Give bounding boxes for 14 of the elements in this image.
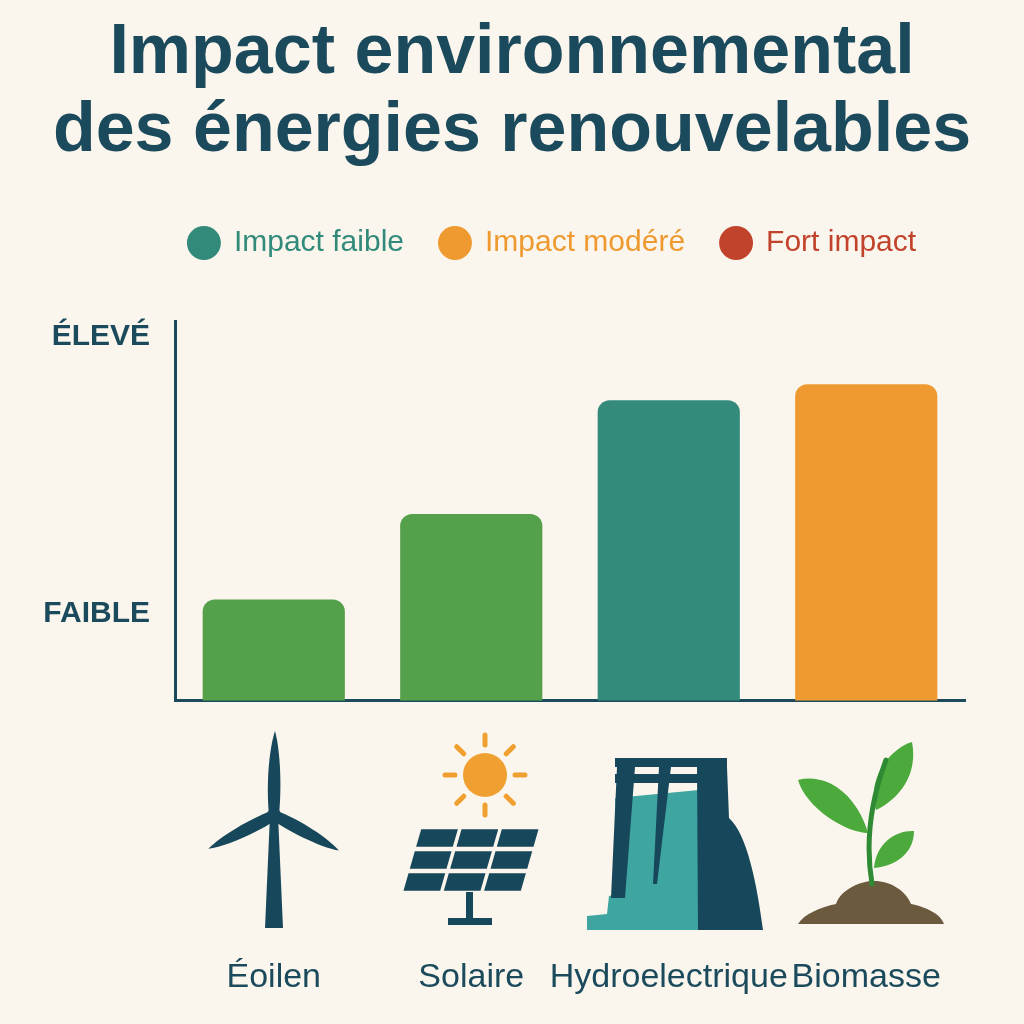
x-tick-label: Hydroelectrique: [549, 955, 788, 994]
bar: [795, 384, 938, 701]
text: FAIBLE: [43, 595, 150, 629]
bar: [202, 599, 345, 701]
text: ÉLEVÉ: [51, 318, 150, 352]
bar: [597, 400, 740, 701]
x-tick-label: Éoilen: [226, 955, 322, 994]
bar: [400, 514, 543, 701]
x-tick-label: Solaire: [418, 955, 525, 994]
legend-label: Impact modéré: [484, 224, 686, 258]
x-tick-label: Biomasse: [791, 955, 941, 994]
chart-title: Impact environnemental des énergies renouvelables: [51, 10, 973, 166]
legend-label: Fort impact: [766, 224, 917, 258]
legend-label: Impact faible: [233, 224, 404, 258]
